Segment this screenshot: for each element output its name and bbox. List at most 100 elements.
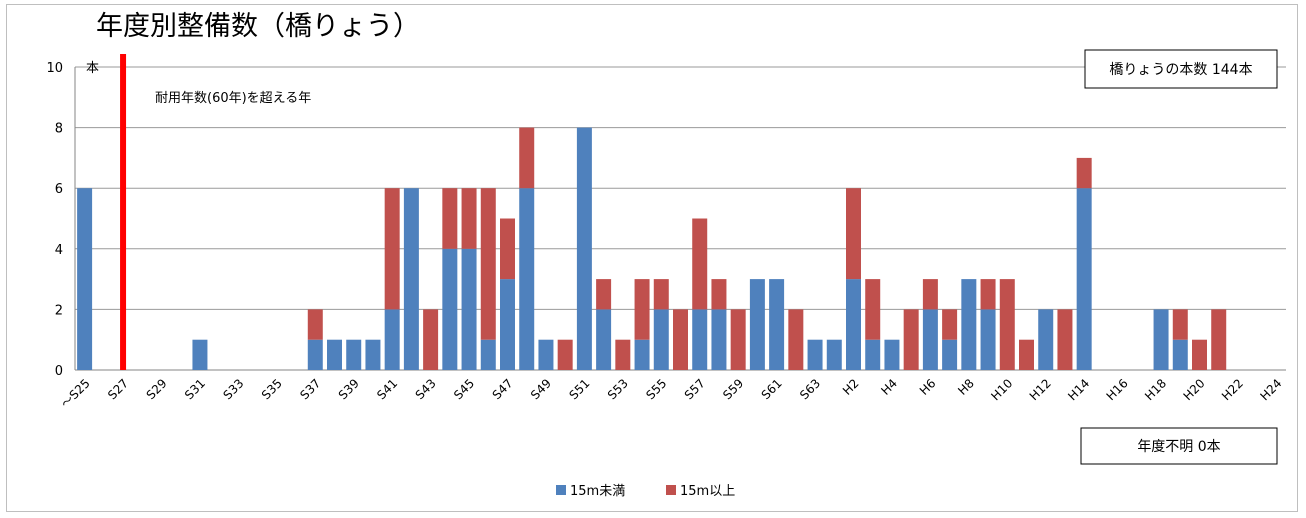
x-tick-label-S37: S37 — [297, 376, 323, 402]
bar-S46-series-0 — [480, 339, 496, 370]
bar-H1-series-0 — [826, 339, 842, 370]
bar-S63-series-0 — [807, 339, 823, 370]
bar-H8-series-0 — [961, 279, 977, 370]
legend-swatch-over-15m — [666, 485, 676, 495]
x-tick-label-S29: S29 — [144, 376, 170, 402]
bar-S56-series-1 — [673, 309, 688, 370]
bar-S57-series-0 — [692, 309, 708, 370]
bar-H2-series-1 — [846, 188, 861, 280]
bar-S60-series-0 — [749, 279, 765, 370]
x-tick-label-S35: S35 — [259, 376, 285, 402]
y-tick-label-2: 2 — [55, 303, 63, 318]
bar-H7-series-1 — [942, 309, 958, 340]
bar-S37-series-1 — [307, 309, 323, 340]
bar-H14-series-0 — [1076, 188, 1092, 370]
bar-S48-series-1 — [519, 127, 535, 189]
x-tick-label-～S25: ～S25 — [58, 376, 93, 411]
bar-S58-series-0 — [711, 309, 727, 370]
bar-H7-series-0 — [942, 339, 958, 370]
x-tick-label-H14: H14 — [1065, 376, 1092, 403]
bar-S55-series-1 — [653, 279, 669, 310]
chart-title: 年度別整備数（橋りょう） — [96, 11, 420, 42]
x-tick-label-S51: S51 — [566, 376, 592, 402]
bar-H11-series-1 — [1019, 339, 1034, 370]
bar-S47-series-1 — [500, 218, 515, 280]
y-tick-label-4: 4 — [55, 243, 63, 258]
x-tick-label-H8: H8 — [955, 376, 977, 398]
bar-S42-series-0 — [403, 188, 419, 370]
x-tick-label-H4: H4 — [878, 376, 900, 398]
bar-S45-series-1 — [461, 188, 477, 249]
bar-S31-series-0 — [192, 339, 208, 370]
bar-H19-series-1 — [1172, 309, 1188, 340]
service-life-marker-line — [120, 54, 127, 370]
y-tick-label-8: 8 — [55, 122, 63, 137]
x-tick-label-H18: H18 — [1142, 376, 1169, 403]
bar-H19-series-0 — [1172, 339, 1188, 370]
total-count-text: 橋りょうの本数 144本 — [1109, 62, 1252, 78]
bar-S37-series-0 — [307, 339, 323, 370]
bar-H12-series-0 — [1038, 309, 1054, 370]
x-tick-label-H10: H10 — [988, 376, 1015, 403]
bar-S47-series-0 — [500, 279, 515, 370]
bar-H20-series-1 — [1192, 339, 1207, 370]
x-tick-label-S55: S55 — [643, 376, 669, 402]
x-tick-label-S61: S61 — [759, 376, 785, 402]
bar-S41-series-0 — [384, 309, 400, 370]
total-count-box — [1084, 49, 1278, 89]
bar-S58-series-1 — [711, 279, 727, 310]
bar-H21-series-1 — [1211, 309, 1227, 370]
bar-H6-series-0 — [922, 309, 938, 370]
bar-S38-series-0 — [327, 339, 342, 370]
legend-label-under-15m: 15m未満 — [570, 484, 625, 499]
bar-H18-series-0 — [1153, 309, 1169, 370]
unknown-year-box — [1080, 427, 1278, 465]
x-tick-label-S39: S39 — [336, 376, 362, 402]
bar-S51-series-0 — [576, 127, 592, 370]
bar-H14-series-1 — [1076, 157, 1092, 189]
bar-S44-series-1 — [442, 188, 458, 249]
legend: 15m未満 15m以上 — [556, 484, 735, 499]
bar-S41-series-1 — [384, 188, 400, 310]
bar-S55-series-0 — [653, 309, 669, 370]
bar-S44-series-0 — [442, 248, 458, 370]
bar-S62-series-1 — [788, 309, 804, 370]
bar-H6-series-1 — [922, 279, 938, 310]
bar-H4-series-0 — [884, 339, 900, 370]
bars — [77, 127, 1227, 370]
x-tick-label-H6: H6 — [917, 376, 939, 398]
bar-S54-series-1 — [634, 279, 650, 340]
x-tick-label-S45: S45 — [451, 376, 477, 402]
y-axis: 0 2 4 6 8 10 — [46, 61, 76, 379]
x-tick-label-S49: S49 — [528, 376, 554, 402]
bar-H2-series-0 — [846, 279, 861, 370]
x-tick-label-S63: S63 — [797, 376, 823, 402]
x-tick-label-H24: H24 — [1257, 376, 1284, 403]
legend-swatch-under-15m — [556, 485, 566, 495]
x-tick-label-S33: S33 — [220, 376, 246, 402]
service-life-marker-label: 耐用年数(60年)を超える年 — [155, 91, 311, 106]
x-tick-label-H12: H12 — [1027, 376, 1054, 403]
x-tick-label-S53: S53 — [605, 376, 631, 402]
bar-S50-series-1 — [557, 339, 573, 370]
x-tick-label-H22: H22 — [1219, 376, 1246, 403]
bar-S53-series-1 — [615, 339, 631, 370]
bar-S45-series-0 — [461, 248, 477, 370]
bar-S39-series-0 — [346, 339, 362, 370]
legend-label-over-15m: 15m以上 — [680, 484, 735, 499]
x-tick-label-S27: S27 — [105, 376, 131, 402]
bar-H9-series-0 — [980, 309, 996, 370]
bar-H5-series-1 — [903, 309, 919, 370]
x-tick-label-S47: S47 — [490, 376, 516, 402]
x-tick-label-S41: S41 — [374, 376, 400, 402]
bar-～S25-series-0 — [77, 188, 93, 370]
bar-S57-series-1 — [692, 218, 708, 310]
x-tick-label-S31: S31 — [182, 376, 208, 402]
x-tick-label-H20: H20 — [1181, 376, 1208, 403]
x-tick-label-H2: H2 — [840, 376, 862, 398]
y-tick-label-10: 10 — [46, 61, 63, 76]
x-axis: ～S25 S27 S29 S31 S33 S35 S37 S39 S41 S43 S45 S47 S49… — [58, 376, 1284, 411]
bar-H10-series-1 — [999, 279, 1015, 370]
bar-S48-series-0 — [519, 188, 535, 370]
